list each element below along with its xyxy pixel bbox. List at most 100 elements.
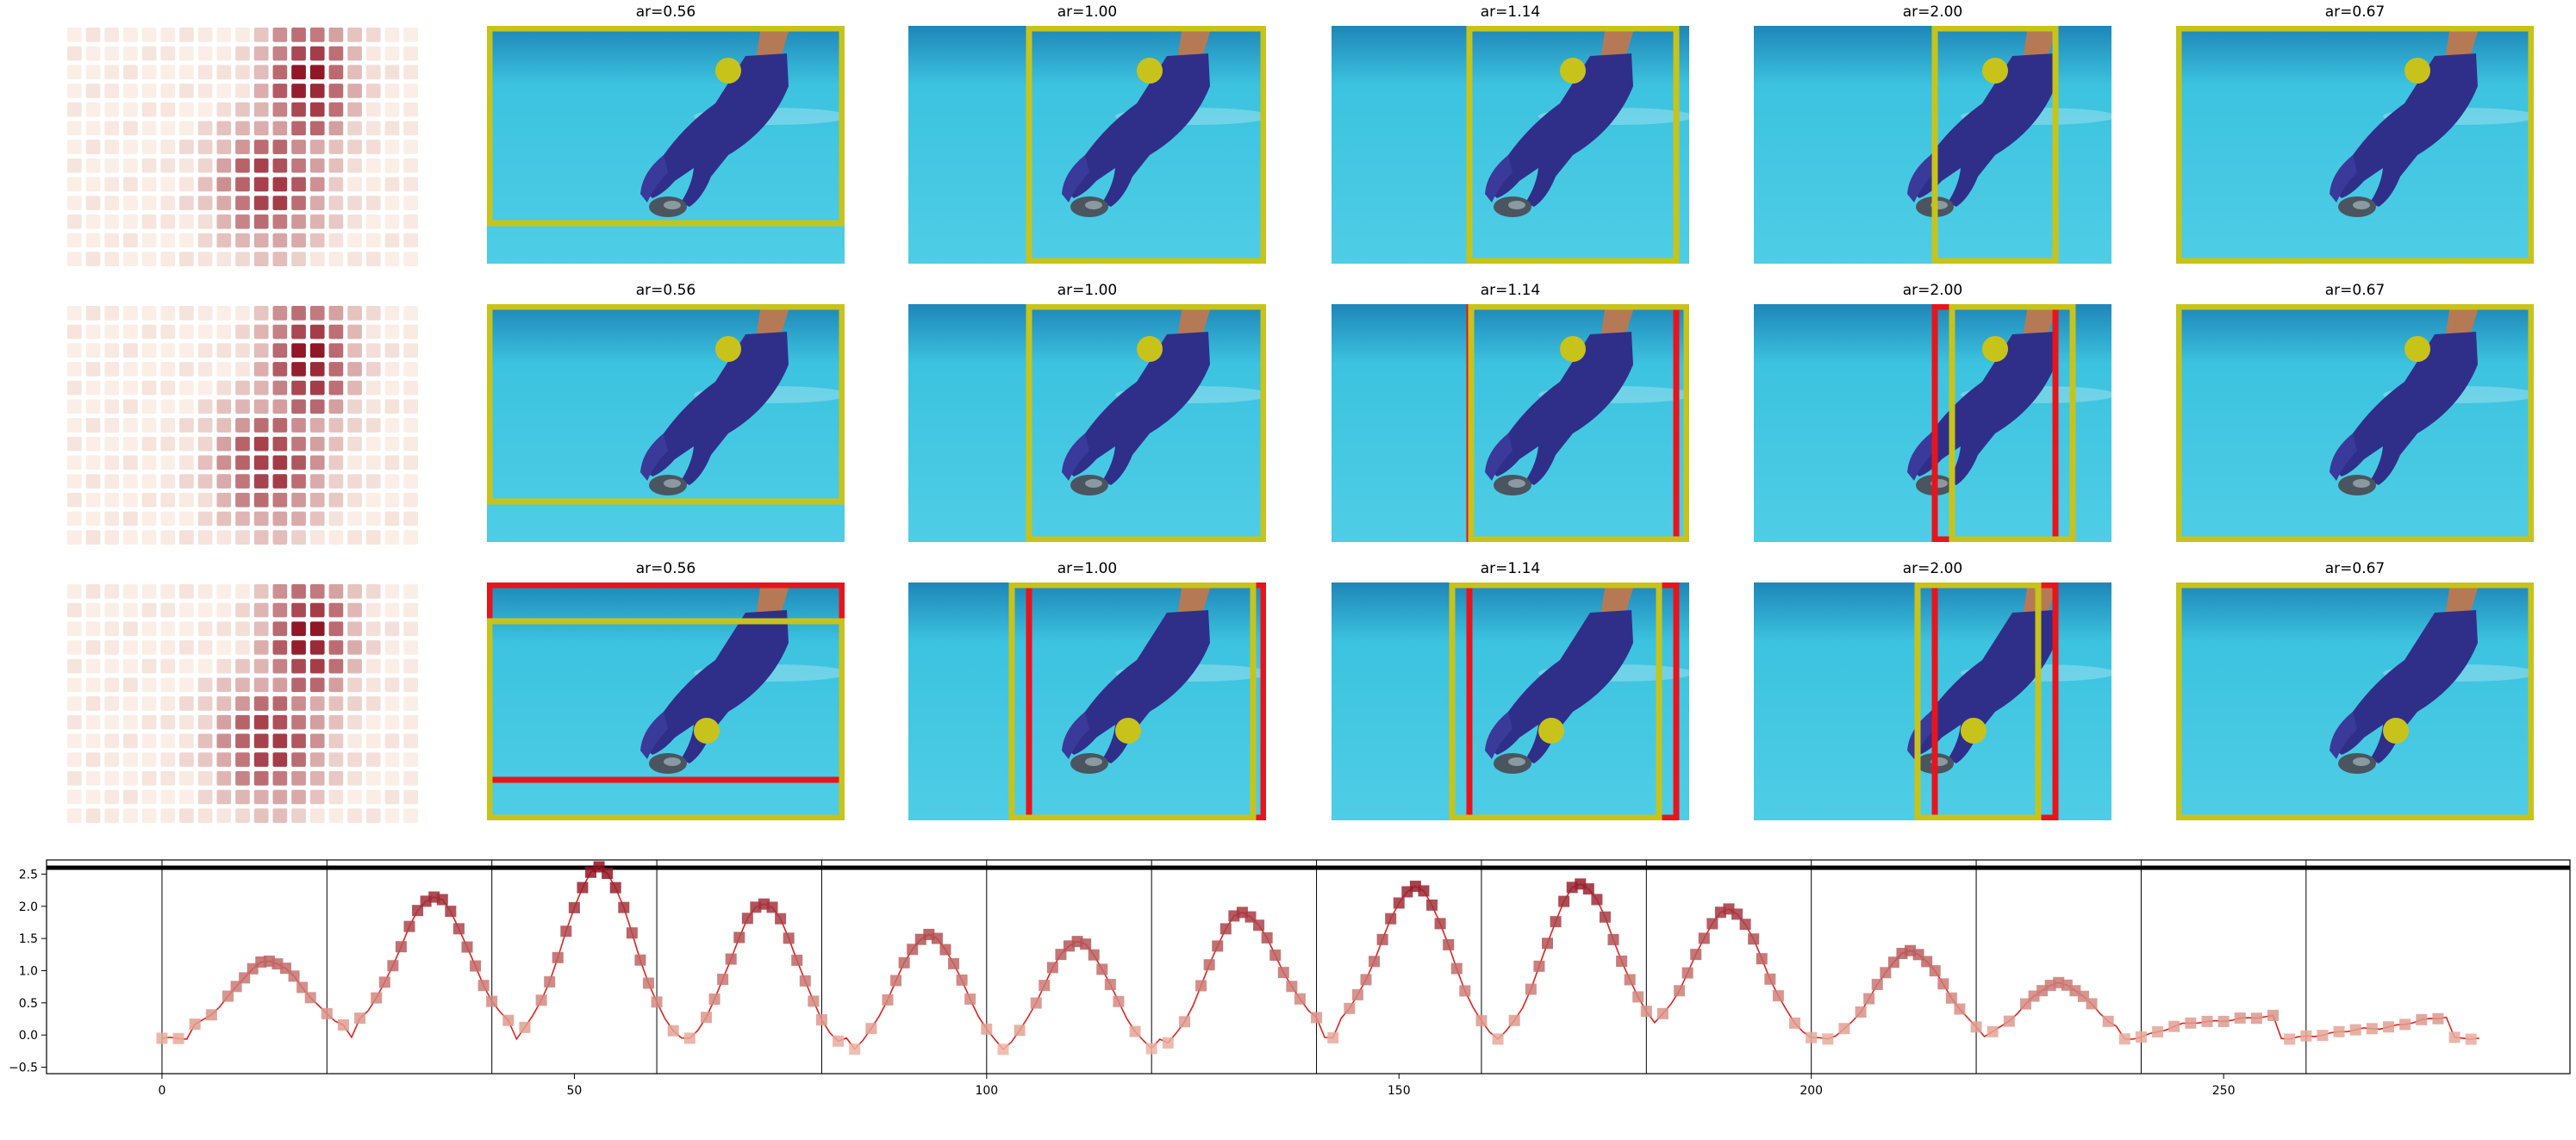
- heatmap-cell: [235, 808, 250, 823]
- data-point-marker: [1756, 953, 1768, 965]
- heatmap-cell: [160, 196, 176, 210]
- heatmap-cell: [216, 362, 232, 377]
- data-point-marker: [1806, 1031, 1818, 1043]
- heatmap-cell: [272, 436, 288, 452]
- heatmap-cell: [216, 46, 232, 61]
- heatmap-cell: [365, 474, 381, 489]
- heatmap-cell: [347, 380, 362, 396]
- data-point-marker: [1624, 974, 1636, 986]
- data-point-marker: [849, 1043, 861, 1056]
- glove-shape: [1912, 610, 2055, 763]
- x-tick-label: 150: [1388, 1084, 1411, 1098]
- heatmap-cell: [235, 324, 250, 340]
- data-point-marker: [741, 913, 753, 925]
- heatmap-cell: [67, 102, 82, 117]
- heatmap-cell: [328, 343, 344, 358]
- heatmap-cell: [104, 474, 120, 489]
- heatmap-cell: [123, 696, 138, 711]
- heatmap-cell: [347, 658, 362, 674]
- heatmap-cell: [235, 65, 250, 80]
- heatmap-cell: [253, 233, 269, 248]
- heatmap-cell: [197, 789, 213, 805]
- heatmap-cell: [328, 752, 344, 767]
- heatmap-cell: [384, 658, 400, 674]
- data-point-marker: [733, 931, 745, 944]
- data-point-marker: [1764, 973, 1776, 985]
- heatmap-cell: [272, 640, 288, 655]
- heatmap-cell: [85, 640, 101, 655]
- heatmap-cell: [197, 380, 213, 396]
- heatmap-cell: [67, 492, 82, 508]
- heatmap-cell: [197, 584, 213, 599]
- heatmap-cell: [403, 770, 418, 786]
- heatmap-cell: [216, 511, 232, 526]
- y-tick-label: 0.5: [19, 997, 38, 1011]
- data-point-marker: [1434, 918, 1446, 930]
- data-point-marker: [2003, 1015, 2015, 1027]
- heatmap-cell: [291, 399, 306, 414]
- heatmap-cell: [403, 474, 418, 489]
- heatmap-cell: [365, 233, 381, 248]
- heatmap-cell: [216, 492, 232, 508]
- heatmap-cell: [197, 677, 213, 693]
- photo-svg: [1332, 582, 1689, 820]
- data-point-marker: [2201, 1015, 2213, 1027]
- heatmap-cell: [67, 28, 82, 42]
- heatmap-cell: [365, 602, 381, 618]
- heatmap-cell: [67, 511, 82, 526]
- heatmap-cell: [197, 640, 213, 655]
- heatmap-cell: [123, 436, 138, 452]
- data-point-marker: [1113, 995, 1125, 1007]
- data-point-marker: [486, 995, 498, 1007]
- heatmap-cell: [160, 752, 176, 767]
- heatmap-cell: [403, 808, 418, 823]
- heatmap-cell: [123, 455, 138, 470]
- heatmap-cell: [123, 46, 138, 61]
- image-panel: [1754, 304, 2111, 542]
- heatmap-cell: [384, 177, 400, 192]
- heatmap-cell: [123, 214, 138, 229]
- keypoint-dot: [1115, 718, 1141, 744]
- heatmap-cell: [85, 324, 101, 340]
- heatmap-cell: [384, 530, 400, 545]
- heatmap-cell: [67, 789, 82, 805]
- heatmap-cell: [309, 233, 325, 248]
- heatmap-cell: [384, 121, 400, 136]
- heatmap-cell: [179, 474, 194, 489]
- heatmap-cell: [235, 418, 250, 433]
- image-panel: [2176, 26, 2534, 264]
- data-point-marker: [2135, 1031, 2147, 1043]
- heatmap-cell: [384, 677, 400, 693]
- heatmap-cell: [291, 252, 306, 266]
- heatmap-cell: [104, 28, 120, 42]
- heatmap-cell: [179, 306, 194, 321]
- heatmap-cell: [347, 65, 362, 80]
- heatmap-cell: [291, 436, 306, 452]
- heatmap-cell: [197, 140, 213, 154]
- heatmap-cell: [328, 492, 344, 508]
- heatmap-cell: [85, 84, 101, 98]
- heatmap-cell: [347, 196, 362, 210]
- heatmap-cell: [216, 752, 232, 767]
- heatmap-cell: [123, 306, 138, 321]
- heatmap-cell: [104, 121, 120, 136]
- data-point-marker: [791, 954, 803, 966]
- heatmap-cell: [160, 511, 176, 526]
- data-point-marker: [1789, 1017, 1801, 1029]
- heatmap-cell: [272, 789, 288, 805]
- data-point-marker: [651, 996, 663, 1008]
- heatmap-cell: [235, 677, 250, 693]
- heatmap-cell: [141, 584, 157, 599]
- glove-shape: [1490, 53, 1633, 207]
- heatmap-cell: [384, 196, 400, 210]
- heatmap-cell: [160, 621, 176, 637]
- heatmap-cell: [85, 177, 101, 192]
- heatmap-cell: [67, 770, 82, 786]
- data-point-marker: [1269, 949, 1282, 961]
- heatmap-cell: [253, 658, 269, 674]
- heatmap-cell: [272, 770, 288, 786]
- heatmap-cell: [104, 808, 120, 823]
- photo-svg: [487, 304, 845, 542]
- heatmap-cell: [403, 121, 418, 136]
- heatmap-cell: [328, 140, 344, 154]
